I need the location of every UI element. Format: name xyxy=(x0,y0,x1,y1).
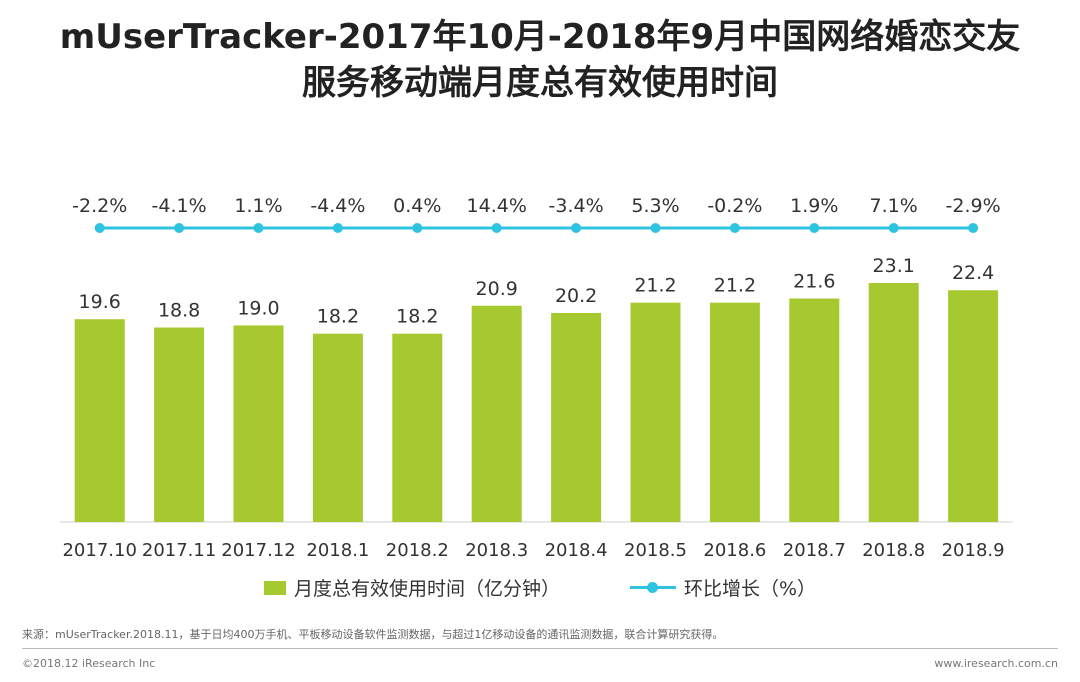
growth-point xyxy=(253,223,264,233)
x-tick-label: 2018.8 xyxy=(862,540,925,561)
chart-title-line2: 服务移动端月度总有效使用时间 xyxy=(302,63,778,103)
bar-value-label: 18.2 xyxy=(317,306,359,328)
growth-value-label: -2.2% xyxy=(72,195,127,217)
growth-value-label: -3.4% xyxy=(549,195,604,217)
legend: 月度总有效使用时间（亿分钟） 环比增长（%） xyxy=(0,574,1080,601)
copyright: ©2018.12 iResearch Inc xyxy=(22,657,156,670)
bar-value-label: 20.9 xyxy=(476,278,518,300)
growth-point xyxy=(412,223,423,233)
x-tick-label: 2018.6 xyxy=(703,540,766,561)
growth-value-label: -2.9% xyxy=(946,195,1001,217)
chart-title-line1: mUserTracker-2017年10月-2018年9月中国网络婚恋交友 xyxy=(59,17,1021,57)
x-tick-label: 2017.12 xyxy=(221,540,295,561)
x-tick-label: 2018.1 xyxy=(306,540,369,561)
bar xyxy=(551,313,602,522)
growth-value-label: -4.4% xyxy=(310,195,365,217)
bar xyxy=(312,333,363,522)
legend-item-bar: 月度总有效使用时间（亿分钟） xyxy=(263,574,560,601)
bar-value-label: 20.2 xyxy=(555,285,597,307)
chart-title: mUserTracker-2017年10月-2018年9月中国网络婚恋交友 服务… xyxy=(0,14,1080,106)
growth-point xyxy=(729,223,740,233)
growth-point xyxy=(809,223,820,233)
bar xyxy=(154,327,205,522)
growth-point xyxy=(174,223,185,233)
bar-value-label: 22.4 xyxy=(952,262,994,284)
x-tick-label: 2018.9 xyxy=(942,540,1005,561)
bar xyxy=(789,298,840,522)
legend-line-label: 环比增长（%） xyxy=(683,578,817,600)
growth-point xyxy=(332,223,343,233)
bar xyxy=(948,290,999,522)
bar-value-label: 23.1 xyxy=(873,255,915,277)
bar-value-label: 21.6 xyxy=(793,271,835,293)
growth-value-label: 5.3% xyxy=(631,195,679,217)
footer-divider xyxy=(22,648,1058,649)
bar xyxy=(630,302,681,522)
growth-value-label: -4.1% xyxy=(152,195,207,217)
growth-point xyxy=(491,223,502,233)
growth-point xyxy=(94,223,105,233)
source-note: 来源：mUserTracker.2018.11，基于日均400万手机、平板移动设… xyxy=(22,628,724,641)
bar xyxy=(868,283,919,522)
legend-item-line: 环比增长（%） xyxy=(629,574,817,601)
growth-point xyxy=(888,223,899,233)
x-tick-label: 2018.3 xyxy=(465,540,528,561)
bar xyxy=(233,325,284,522)
website: www.iresearch.com.cn xyxy=(934,657,1058,670)
x-tick-label: 2018.5 xyxy=(624,540,687,561)
growth-value-label: 1.1% xyxy=(234,195,282,217)
bar-value-label: 18.8 xyxy=(158,299,200,321)
bar-value-label: 18.2 xyxy=(396,306,438,328)
x-tick-label: 2017.11 xyxy=(142,540,216,561)
x-tick-label: 2018.2 xyxy=(386,540,449,561)
bar xyxy=(471,305,522,522)
bar xyxy=(392,333,443,522)
bar xyxy=(74,319,125,522)
bar-value-label: 21.2 xyxy=(714,275,756,297)
combo-chart: 19.6 18.8 19.0 18.2 18.2 20.9 20.2 21.2 21.2 21.6… xyxy=(60,195,1013,561)
bar-swatch-icon xyxy=(263,580,286,595)
bar-value-label: 21.2 xyxy=(634,275,676,297)
x-tick-label: 2018.7 xyxy=(783,540,846,561)
growth-point xyxy=(571,223,582,233)
growth-value-label: 1.9% xyxy=(790,195,838,217)
growth-value-label: 14.4% xyxy=(467,195,527,217)
bar-value-label: 19.6 xyxy=(79,291,121,313)
x-tick-label: 2018.4 xyxy=(545,540,608,561)
growth-point xyxy=(968,223,979,233)
bar xyxy=(709,302,760,522)
growth-value-label: -0.2% xyxy=(707,195,762,217)
line-marker-swatch-icon xyxy=(629,581,676,595)
legend-bar-label: 月度总有效使用时间（亿分钟） xyxy=(293,578,560,600)
x-tick-label: 2017.10 xyxy=(62,540,136,561)
growth-value-label: 0.4% xyxy=(393,195,441,217)
bar-value-label: 19.0 xyxy=(237,297,279,319)
growth-value-label: 7.1% xyxy=(870,195,918,217)
growth-point xyxy=(650,223,661,233)
